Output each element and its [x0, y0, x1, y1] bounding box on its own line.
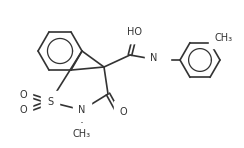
Text: O: O: [131, 27, 139, 37]
Text: CH₃: CH₃: [215, 33, 233, 43]
Text: O: O: [119, 107, 127, 117]
Text: N: N: [150, 53, 158, 63]
Text: S: S: [47, 97, 53, 107]
Text: O: O: [19, 90, 27, 100]
Text: N: N: [78, 105, 86, 115]
Text: H: H: [157, 49, 165, 59]
Text: HO: HO: [128, 27, 142, 37]
Text: O: O: [19, 105, 27, 115]
Text: CH₃: CH₃: [73, 129, 91, 139]
